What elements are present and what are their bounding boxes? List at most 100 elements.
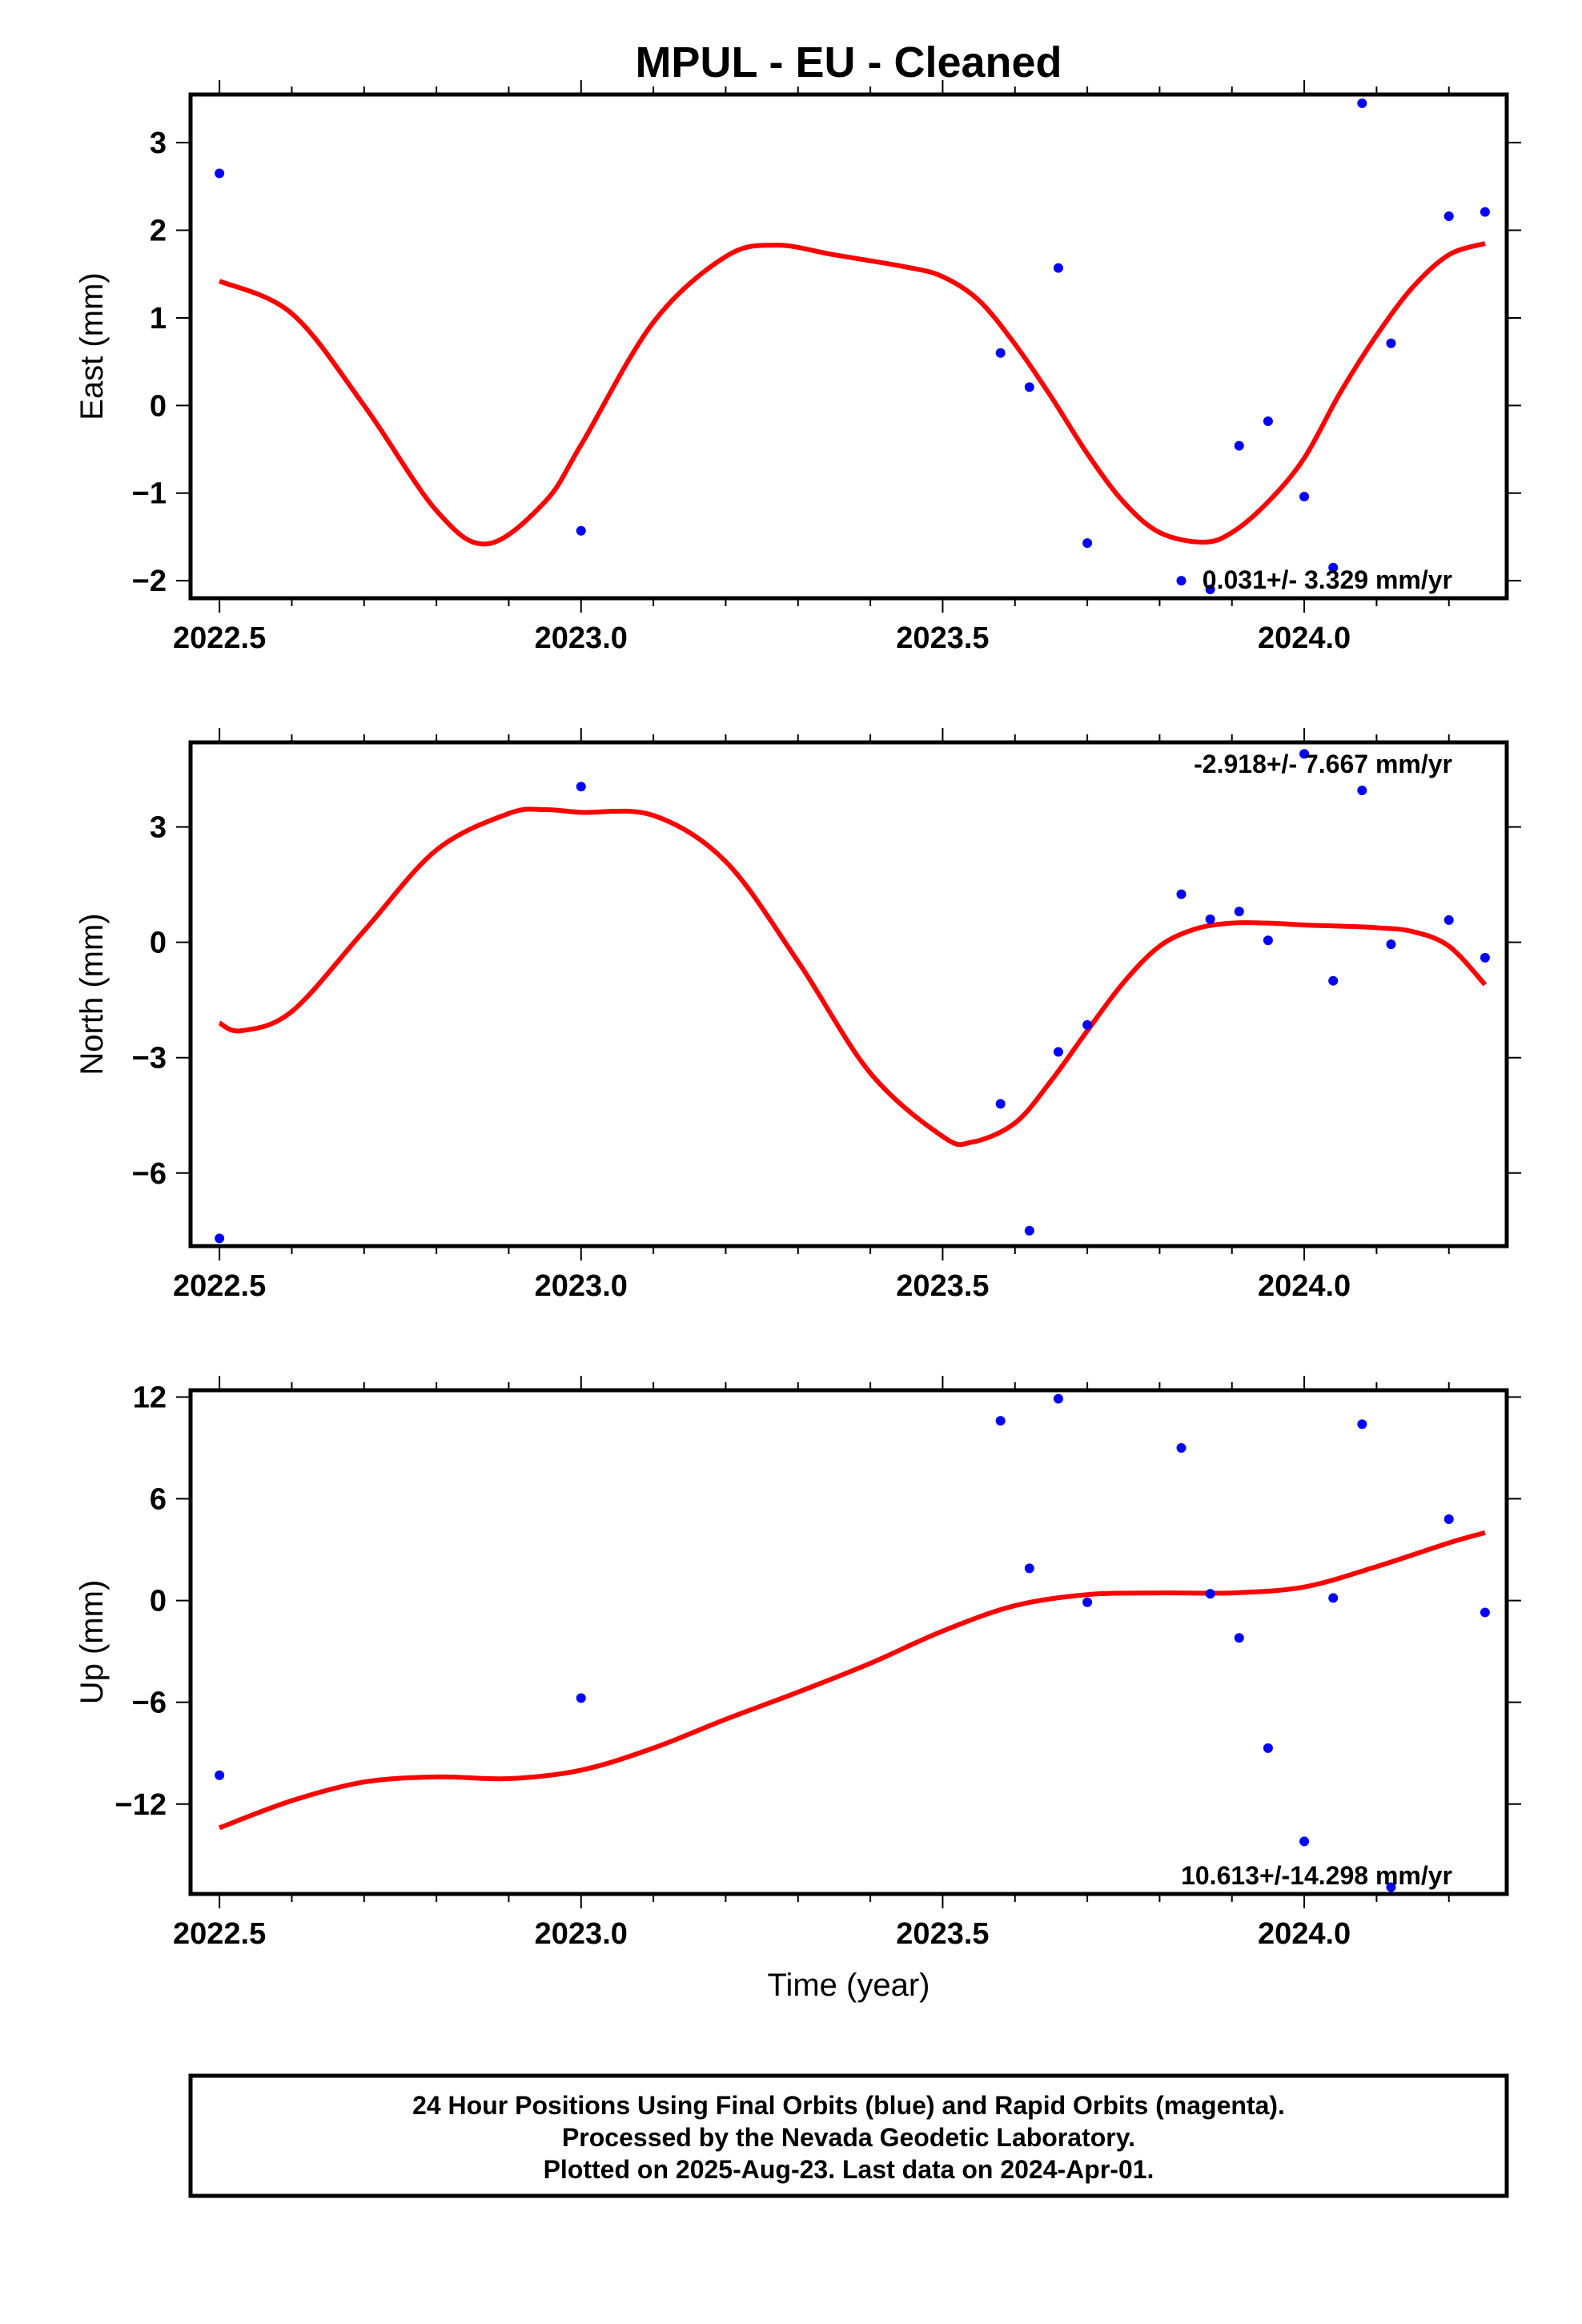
data-point: [1480, 207, 1490, 217]
x-tick-label: 2023.5: [896, 1917, 989, 1951]
x-tick-label: 2024.0: [1258, 1269, 1351, 1303]
data-point: [1357, 1419, 1367, 1429]
data-point: [1082, 1019, 1093, 1030]
y-tick-label: 6: [150, 1483, 167, 1517]
data-point: [1024, 382, 1034, 392]
fit-curve-north: [218, 806, 1488, 1148]
data-point: [1053, 263, 1063, 273]
footer-line-1: 24 Hour Positions Using Final Orbits (bl…: [412, 2091, 1285, 2120]
fit-curve-up: [219, 1530, 1486, 1831]
data-point: [1299, 1836, 1310, 1847]
data-point: [1443, 1514, 1454, 1524]
data-point: [1234, 440, 1244, 451]
y-tick-label: 1: [150, 302, 167, 336]
fit-curve-east: [218, 241, 1486, 547]
x-tick-label: 2022.5: [173, 1269, 266, 1303]
data-point: [215, 1770, 225, 1780]
figure-title: MPUL - EU - Cleaned: [635, 38, 1062, 86]
data-point: [1263, 935, 1273, 946]
data-point: [1386, 939, 1396, 950]
data-point: [1176, 576, 1186, 586]
y-tick-label: −6: [132, 1687, 167, 1720]
y-tick-label: 3: [150, 811, 167, 845]
y-tick-label: 2: [150, 215, 167, 248]
data-point: [1234, 907, 1244, 917]
data-point: [576, 525, 586, 536]
y-tick-label: 0: [150, 1585, 167, 1618]
y-tick-label: −2: [132, 565, 167, 598]
x-tick-label: 2024.0: [1258, 1917, 1351, 1951]
data-point: [1386, 1882, 1396, 1892]
panel-north: 2022.5 2023.0 2023.5 2024.0 −6 −3 0 3 North (mm)…: [74, 728, 1521, 1303]
footer-line-3: Plotted on 2025-Aug-23. Last data on 202…: [544, 2155, 1154, 2184]
x-tick-label: 2022.5: [173, 621, 266, 655]
x-tick-label: 2023.0: [535, 621, 628, 655]
data-point: [1480, 952, 1490, 963]
data-point: [215, 1233, 225, 1244]
y-axis-label-north: North (mm): [74, 913, 110, 1075]
panel-frame-east: [188, 92, 1509, 601]
y-tick-label: 3: [150, 127, 167, 160]
data-point: [1328, 1593, 1339, 1603]
panel-frame-north: [188, 740, 1509, 1248]
data-point: [1082, 1597, 1093, 1607]
y-axis-label-east: East (mm): [74, 272, 110, 420]
panel-frame-up: [188, 1388, 1509, 1896]
data-point: [1205, 914, 1215, 924]
data-point: [1357, 98, 1367, 108]
data-point: [1386, 338, 1396, 348]
data-point: [1176, 1443, 1186, 1454]
data-point: [1263, 1743, 1273, 1753]
data-point: [576, 1693, 586, 1703]
data-point: [1024, 1225, 1034, 1236]
rate-annotation-north: -2.918+/- 7.667 mm/yr: [1194, 750, 1452, 778]
y-tick-label: 0: [150, 389, 167, 423]
panel-east: 2022.5 2023.0 2023.5 2024.0 −2 −1 0 1 2 3 East (mm…: [74, 80, 1521, 655]
data-point: [1328, 562, 1339, 573]
y-axis-label-up: Up (mm): [74, 1580, 110, 1705]
y-tick-label: −6: [132, 1157, 167, 1191]
plot-area-north: [215, 749, 1490, 1244]
rate-annotation-east: 0.031+/- 3.329 mm/yr: [1203, 565, 1452, 594]
x-tick-label: 2023.0: [535, 1917, 628, 1951]
x-tick-label: 2023.5: [896, 1269, 989, 1303]
data-point: [1263, 416, 1273, 427]
data-point: [995, 1099, 1006, 1109]
y-tick-label: −3: [132, 1042, 167, 1076]
rate-annotation-up: 10.613+/-14.298 mm/yr: [1181, 1861, 1452, 1890]
data-point: [1328, 975, 1339, 986]
panel-up: 2022.5 2023.0 2023.5 2024.0 −12 −6 0 6 12 Up (mm)…: [74, 1376, 1521, 1951]
data-point: [1205, 585, 1215, 595]
data-point: [1357, 786, 1367, 796]
x-axis-label: Time (year): [768, 1968, 930, 2003]
data-point: [1443, 915, 1454, 925]
data-point: [1176, 889, 1186, 899]
plot-area-up: [215, 1393, 1490, 1892]
data-point: [1299, 749, 1310, 759]
footer-box: 24 Hour Positions Using Final Orbits (bl…: [188, 2073, 1509, 2198]
data-point: [576, 782, 586, 792]
data-point: [1480, 1607, 1490, 1618]
data-point: [215, 168, 225, 179]
data-point: [1234, 1633, 1244, 1643]
data-point: [1024, 1563, 1034, 1574]
footer-frame: [188, 2073, 1509, 2198]
x-tick-label: 2023.0: [535, 1269, 628, 1303]
y-tick-label: −12: [115, 1788, 167, 1822]
data-point: [1082, 538, 1093, 549]
y-tick-label: 0: [150, 927, 167, 960]
x-tick-label: 2023.5: [896, 621, 989, 655]
data-point: [1299, 492, 1310, 502]
footer-line-2: Processed by the Nevada Geodetic Laborat…: [562, 2123, 1135, 2152]
y-tick-label: −1: [132, 477, 167, 511]
data-point: [995, 1416, 1006, 1426]
plot-area-east: [215, 98, 1490, 595]
data-point: [1053, 1047, 1063, 1057]
data-point: [995, 348, 1006, 358]
y-tick-label: 12: [133, 1381, 167, 1414]
x-tick-label: 2024.0: [1258, 621, 1351, 655]
data-point: [1205, 1589, 1215, 1599]
data-point: [1443, 211, 1454, 222]
